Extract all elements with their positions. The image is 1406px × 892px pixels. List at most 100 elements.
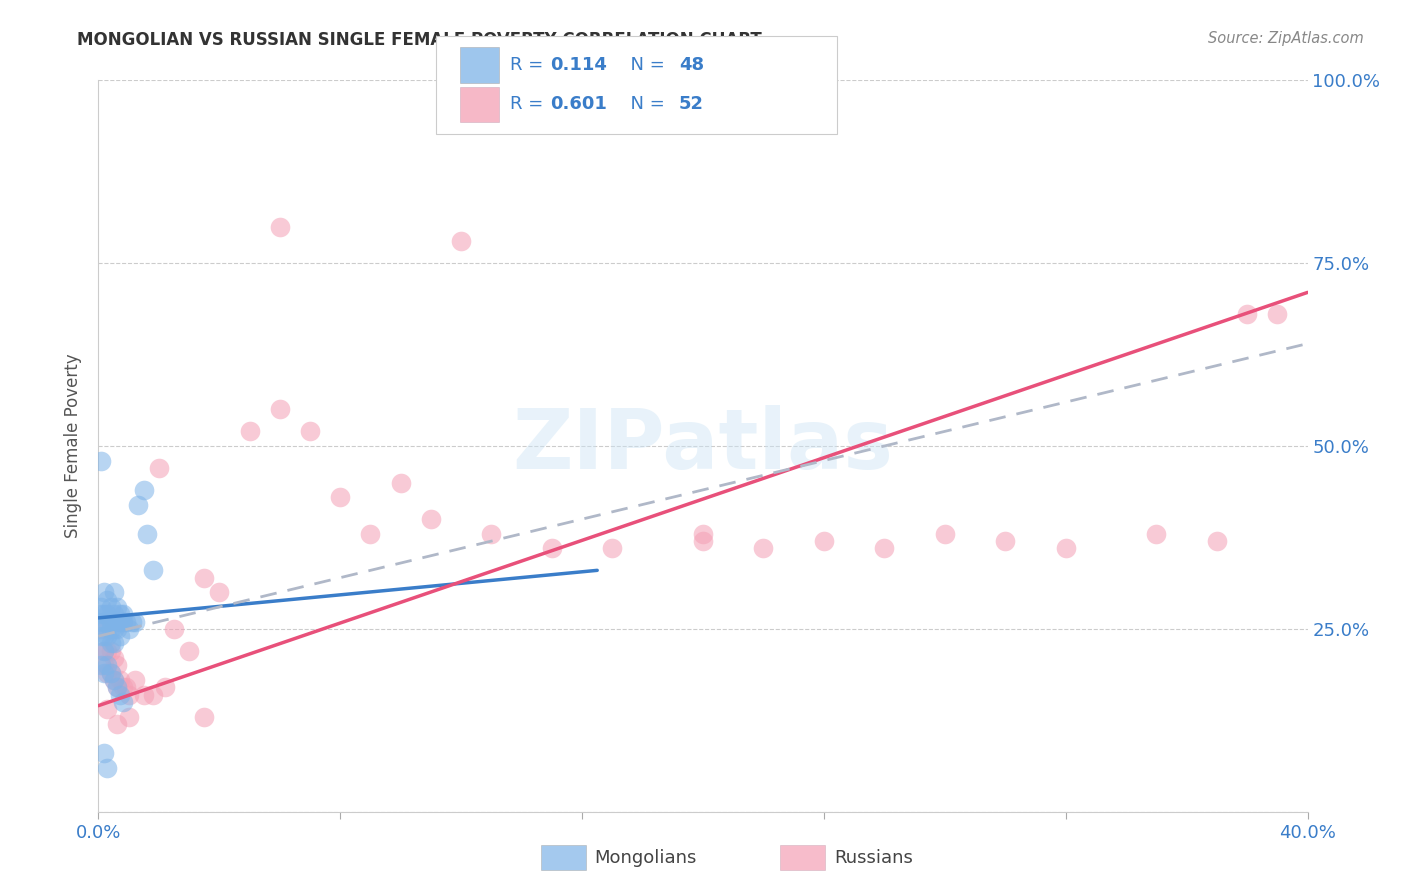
- Point: [96, 644, 118, 658]
- Point: [105, 681, 128, 695]
- Point: [96, 658, 118, 673]
- Point: [90, 599, 112, 614]
- Point: [100, 644, 122, 658]
- Point: [135, 526, 157, 541]
- Point: [118, 622, 141, 636]
- Point: [103, 607, 125, 622]
- Point: [111, 615, 134, 629]
- Point: [114, 681, 136, 695]
- Point: [121, 615, 143, 629]
- Point: [96, 607, 118, 622]
- Point: [93, 644, 115, 658]
- Point: [105, 615, 128, 629]
- Point: [934, 526, 956, 541]
- Point: [105, 599, 128, 614]
- Point: [692, 526, 714, 541]
- Point: [96, 629, 118, 643]
- Point: [142, 688, 165, 702]
- Point: [90, 615, 112, 629]
- Point: [153, 681, 176, 695]
- Point: [752, 541, 775, 556]
- Point: [103, 585, 125, 599]
- Text: Mongolians: Mongolians: [595, 849, 697, 867]
- Point: [96, 592, 118, 607]
- Point: [100, 636, 122, 650]
- Point: [108, 673, 131, 687]
- Point: [269, 219, 291, 234]
- Point: [239, 425, 262, 439]
- Point: [813, 534, 835, 549]
- Text: N =: N =: [619, 95, 671, 113]
- Point: [450, 234, 472, 248]
- Text: ZIPatlas: ZIPatlas: [513, 406, 893, 486]
- Point: [994, 534, 1017, 549]
- Point: [108, 688, 131, 702]
- Point: [103, 673, 125, 687]
- Point: [103, 651, 125, 665]
- Point: [108, 615, 131, 629]
- Text: R =: R =: [510, 56, 550, 74]
- Point: [124, 673, 146, 687]
- Point: [90, 658, 112, 673]
- Point: [100, 665, 122, 680]
- Point: [208, 585, 231, 599]
- Point: [93, 615, 115, 629]
- Point: [100, 665, 122, 680]
- Point: [420, 512, 443, 526]
- Point: [1236, 307, 1258, 321]
- Point: [1206, 534, 1229, 549]
- Point: [329, 490, 352, 504]
- Point: [132, 483, 155, 497]
- Point: [111, 695, 134, 709]
- Y-axis label: Single Female Poverty: Single Female Poverty: [65, 354, 83, 538]
- Text: 0.601: 0.601: [550, 95, 606, 113]
- Point: [269, 402, 291, 417]
- Point: [105, 681, 128, 695]
- Point: [103, 622, 125, 636]
- Point: [142, 563, 165, 577]
- Point: [163, 622, 186, 636]
- Point: [105, 658, 128, 673]
- Point: [118, 688, 141, 702]
- Point: [96, 665, 118, 680]
- Text: Source: ZipAtlas.com: Source: ZipAtlas.com: [1208, 31, 1364, 46]
- Point: [93, 658, 115, 673]
- Point: [93, 665, 115, 680]
- Point: [96, 761, 118, 775]
- Point: [692, 534, 714, 549]
- Point: [93, 585, 115, 599]
- Point: [1267, 307, 1289, 321]
- Point: [90, 607, 112, 622]
- Text: 0.114: 0.114: [550, 56, 606, 74]
- Point: [103, 636, 125, 650]
- Text: MONGOLIAN VS RUSSIAN SINGLE FEMALE POVERTY CORRELATION CHART: MONGOLIAN VS RUSSIAN SINGLE FEMALE POVER…: [77, 31, 762, 49]
- Point: [299, 425, 322, 439]
- Point: [127, 498, 149, 512]
- Point: [90, 622, 112, 636]
- Point: [93, 629, 115, 643]
- Point: [100, 622, 122, 636]
- Point: [124, 615, 146, 629]
- Point: [389, 475, 412, 490]
- Point: [118, 709, 141, 723]
- Point: [481, 526, 503, 541]
- Text: N =: N =: [619, 56, 671, 74]
- Point: [540, 541, 562, 556]
- Point: [108, 629, 131, 643]
- Point: [360, 526, 382, 541]
- Point: [90, 629, 112, 643]
- Point: [96, 615, 118, 629]
- Point: [1144, 526, 1167, 541]
- Point: [105, 622, 128, 636]
- Point: [90, 453, 112, 467]
- Text: R =: R =: [510, 95, 550, 113]
- Point: [93, 644, 115, 658]
- Point: [100, 599, 122, 614]
- Point: [873, 541, 896, 556]
- Point: [108, 607, 131, 622]
- Point: [1054, 541, 1077, 556]
- Point: [148, 461, 170, 475]
- Text: 48: 48: [679, 56, 704, 74]
- Point: [132, 688, 155, 702]
- Point: [100, 615, 122, 629]
